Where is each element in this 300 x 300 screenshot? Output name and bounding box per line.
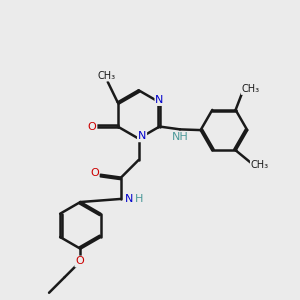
Text: CH₃: CH₃ [97,70,116,81]
Text: CH₃: CH₃ [242,84,260,94]
Text: CH₃: CH₃ [251,160,269,170]
Text: NH: NH [172,132,188,142]
Text: O: O [88,122,97,131]
Text: N: N [138,131,146,141]
Text: H: H [135,194,144,204]
Text: O: O [90,168,99,178]
Text: O: O [75,256,84,266]
Text: N: N [125,194,133,204]
Text: N: N [155,95,164,105]
